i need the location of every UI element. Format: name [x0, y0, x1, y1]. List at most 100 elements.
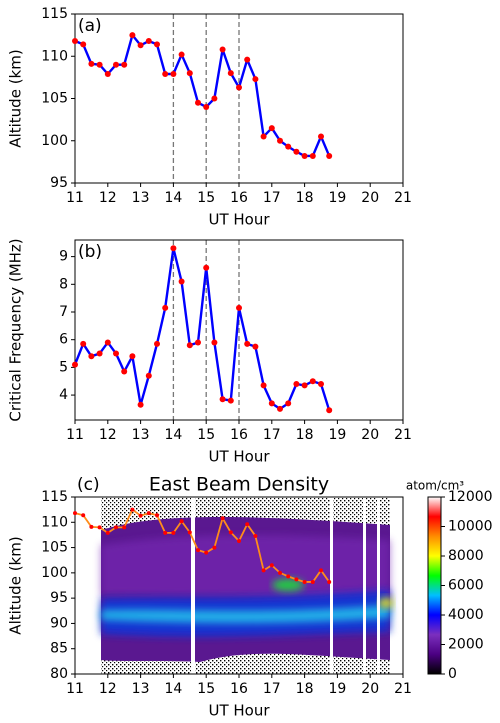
colorbar-tick-label: 10000: [448, 519, 493, 535]
data-point: [96, 61, 103, 68]
data-point: [162, 70, 169, 77]
data-point: [261, 568, 266, 573]
x-tick-label: 14: [164, 190, 182, 206]
data-point: [219, 46, 226, 53]
data-point: [130, 507, 135, 512]
data-point: [203, 264, 210, 271]
data-point: [220, 516, 225, 521]
y-tick-label: 95: [50, 590, 68, 606]
data-point: [318, 133, 324, 140]
y-axis-label: Altitude (km): [7, 536, 25, 634]
data-point: [327, 579, 332, 584]
x-axis-label: UT Hour: [208, 702, 270, 720]
x-axis-label: UT Hour: [208, 211, 270, 229]
y-tick-label: 110: [41, 514, 68, 530]
x-tick-label: 13: [132, 427, 150, 443]
data-point: [278, 570, 282, 575]
data-point: [294, 577, 299, 582]
x-tick-label: 16: [230, 190, 248, 206]
x-tick-label: 14: [164, 427, 182, 443]
data-point: [204, 550, 209, 555]
y-axis-label: Altitude (km): [7, 49, 25, 147]
data-point: [253, 533, 258, 538]
data-point: [80, 340, 87, 347]
data-point: [121, 368, 128, 375]
y-tick-label: 85: [50, 641, 68, 657]
data-point: [129, 32, 136, 39]
x-tick-label: 21: [394, 427, 412, 443]
x-tick-label: 16: [230, 681, 248, 697]
data-point: [178, 278, 185, 285]
colorbar-tick-label: 0: [448, 666, 457, 682]
colorbar-tick-label: 8000: [448, 548, 484, 564]
data-point: [268, 125, 275, 132]
colorbar: [427, 496, 442, 675]
data-point: [309, 378, 316, 385]
data-point: [211, 339, 218, 346]
data-point: [195, 339, 201, 346]
data-point: [310, 579, 315, 584]
data-point: [227, 70, 234, 77]
data-point: [105, 530, 110, 535]
x-tick-label: 11: [66, 427, 84, 443]
data-line: [74, 33, 331, 158]
data-point: [104, 339, 111, 346]
y-tick-label: 7: [59, 304, 68, 320]
x-tick-label: 15: [197, 681, 215, 697]
y-tick-label: 90: [50, 615, 68, 631]
chart-title: East Beam Density: [149, 474, 329, 496]
y-tick-label: 115: [41, 6, 68, 22]
colorbar-tick-label: 2000: [448, 637, 484, 653]
data-point: [122, 525, 127, 530]
x-tick-label: 18: [296, 190, 314, 206]
data-point: [244, 340, 251, 347]
x-tick-label: 19: [328, 190, 346, 206]
panel-label: (c): [77, 475, 100, 495]
x-tick-label: 21: [394, 190, 412, 206]
data-point: [155, 513, 159, 518]
panel-label: (b): [78, 242, 102, 262]
data-point: [163, 530, 168, 535]
x-tick-label: 20: [361, 190, 379, 206]
data-point: [145, 372, 152, 379]
y-tick-label: 110: [41, 48, 68, 64]
data-point: [326, 407, 333, 414]
data-point: [186, 342, 193, 349]
x-tick-label: 14: [164, 681, 182, 697]
x-tick-label: 15: [197, 190, 215, 206]
data-point: [96, 350, 103, 357]
data-point: [260, 382, 267, 389]
data-point: [236, 84, 242, 91]
data-point: [170, 70, 177, 77]
x-tick-label: 13: [132, 190, 150, 206]
data-point: [268, 400, 275, 407]
data-point: [187, 530, 192, 535]
data-point: [309, 152, 316, 159]
x-tick-label: 17: [263, 681, 281, 697]
colorbar-tick-label: 6000: [448, 578, 484, 594]
data-point: [137, 42, 144, 49]
data-point: [196, 548, 200, 553]
colorbar-label: atom/cm³: [406, 479, 464, 493]
data-point: [211, 95, 218, 102]
data-point: [88, 60, 95, 67]
y-tick-label: 6: [59, 332, 68, 348]
x-tick-label: 12: [99, 427, 117, 443]
y-tick-label: 105: [41, 91, 68, 107]
data-point: [286, 574, 291, 579]
data-point: [113, 61, 119, 68]
data-point: [319, 568, 323, 573]
data-point: [146, 511, 151, 516]
x-tick-label: 11: [66, 681, 84, 697]
y-tick-label: 100: [41, 133, 68, 149]
data-point: [72, 38, 78, 45]
data-point: [114, 525, 118, 530]
data-point: [219, 396, 226, 403]
y-tick-label: 100: [41, 565, 68, 581]
data-point: [293, 381, 300, 387]
x-tick-label: 18: [296, 681, 314, 697]
x-tick-label: 19: [328, 427, 346, 443]
data-point: [89, 524, 94, 529]
data-point: [236, 304, 242, 311]
